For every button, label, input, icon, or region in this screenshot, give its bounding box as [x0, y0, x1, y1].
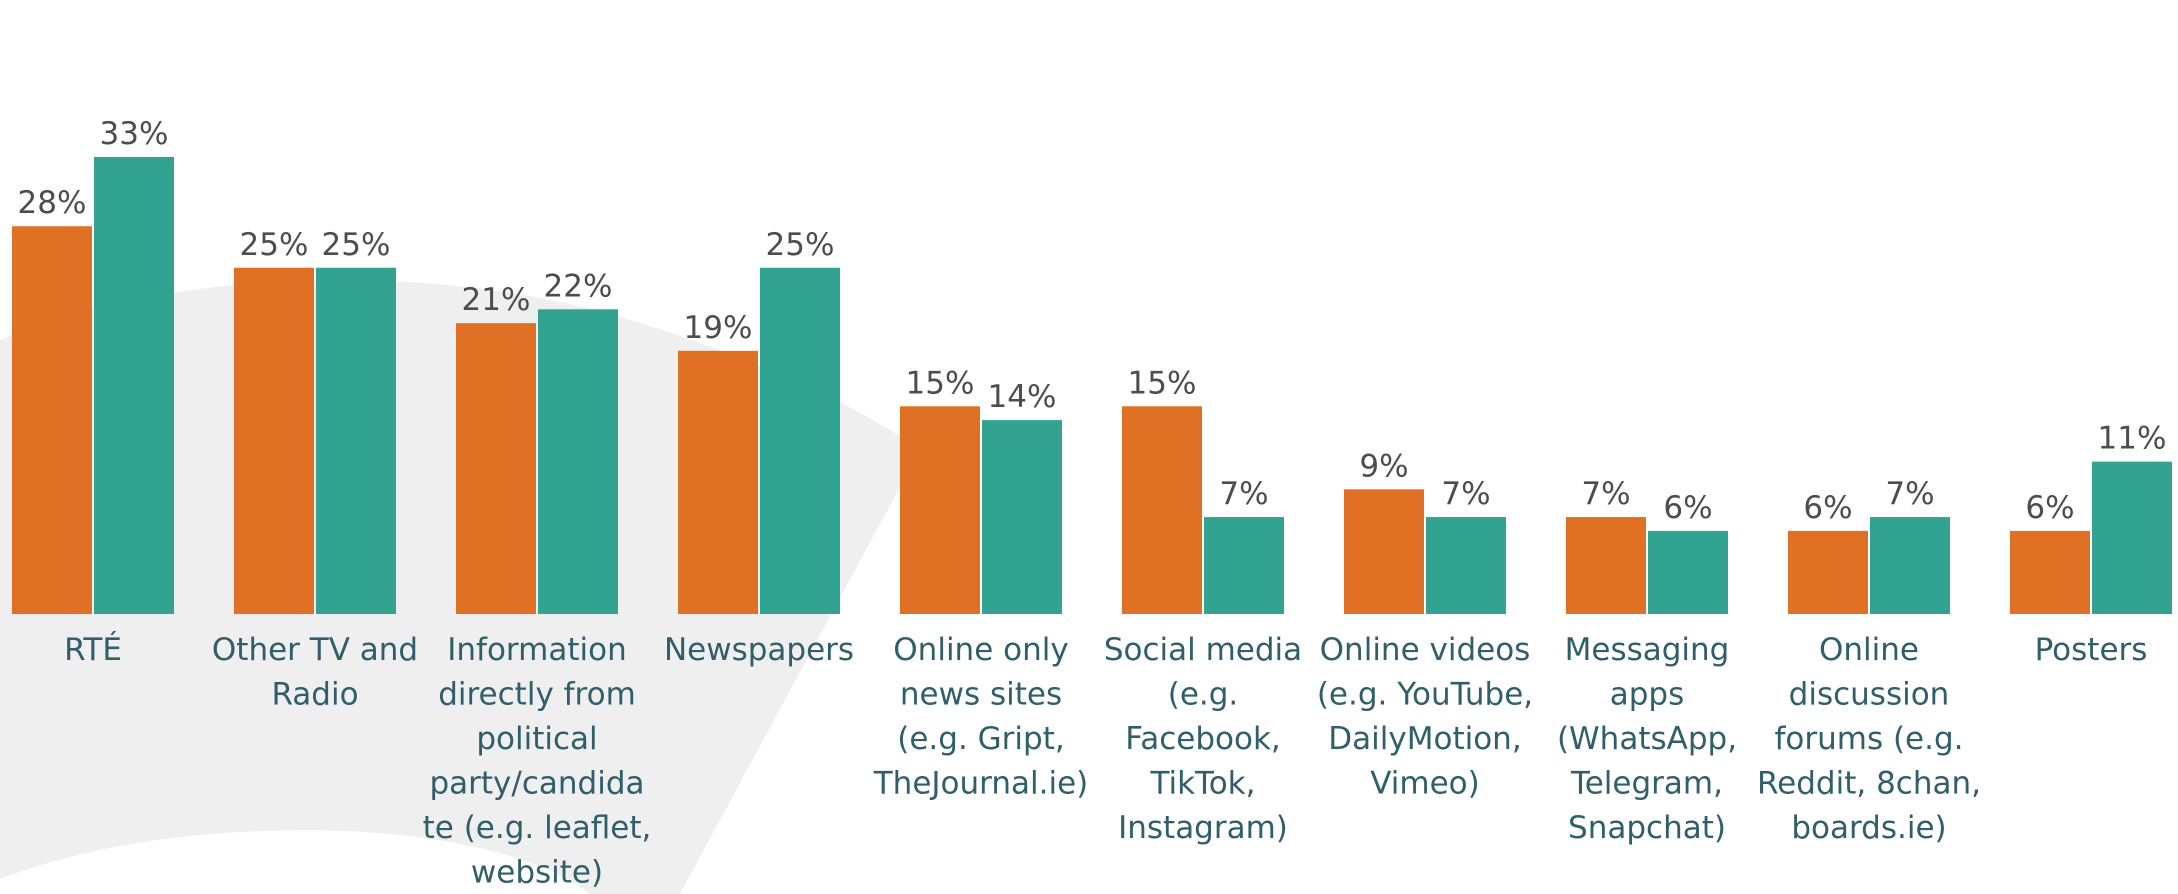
bar-teal-8 — [1870, 517, 1950, 614]
bar-teal-7 — [1648, 530, 1728, 614]
category-label-line: Posters — [2035, 632, 2148, 668]
category-label-line: Reddit, 8chan, — [1757, 766, 1981, 802]
bar-orange-1 — [234, 267, 314, 614]
bar-orange-2 — [456, 323, 536, 614]
category-label-2: Information directly from political party/c… — [423, 632, 652, 891]
value-label-orange-4: 15% — [906, 365, 975, 401]
value-label-orange-1: 25% — [240, 227, 309, 263]
category-label-line: Online videos — [1320, 632, 1531, 668]
value-label-teal-9: 11% — [2098, 421, 2167, 457]
value-label-teal-3: 25% — [766, 227, 835, 263]
category-label-line: Telegram, — [1570, 766, 1723, 802]
category-label-line: Messaging — [1565, 632, 1730, 668]
value-labels-layer: 28% 33% 25% 25% 21% 22% 19% 25% 15% 14% 15% 7% 9% 7% 7… — [18, 116, 2167, 526]
category-labels-layer: RTÉ Other TV and Radio Information directly … — [64, 632, 2147, 891]
category-label-line: TheJournal.ie) — [873, 766, 1089, 802]
category-label-3: Newspapers — [664, 632, 854, 668]
category-label-line: Snapchat) — [1568, 810, 1726, 846]
category-label-line: DailyMotion, — [1328, 721, 1521, 757]
category-label-line: Instagram) — [1118, 810, 1288, 846]
bar-orange-7 — [1566, 517, 1646, 614]
category-label-line: Social media — [1104, 632, 1302, 668]
bar-teal-3 — [760, 267, 840, 614]
bar-teal-5 — [1204, 517, 1284, 614]
category-label-line: political — [476, 721, 597, 757]
category-label-line: Information — [447, 632, 626, 668]
value-label-orange-9: 6% — [2025, 490, 2074, 526]
category-label-line: website) — [471, 855, 603, 891]
category-label-line: forums (e.g. — [1774, 721, 1963, 757]
bar-teal-0 — [94, 156, 174, 614]
value-label-teal-0: 33% — [100, 116, 169, 152]
category-label-line: (e.g. Gript, — [897, 721, 1064, 757]
value-label-teal-4: 14% — [988, 379, 1057, 415]
category-label-line: (e.g. — [1168, 677, 1239, 713]
bar-teal-1 — [316, 267, 396, 614]
category-label-line: RTÉ — [64, 632, 122, 668]
bars-layer — [12, 156, 2172, 614]
bar-orange-8 — [1788, 530, 1868, 614]
bar-teal-6 — [1426, 517, 1506, 614]
category-label-1: Other TV and Radio — [212, 632, 418, 713]
category-label-6: Online videos (e.g. YouTube, DailyMotion, V… — [1317, 632, 1533, 802]
value-label-orange-2: 21% — [462, 282, 531, 318]
bar-orange-6 — [1344, 489, 1424, 614]
category-label-line: Online — [1819, 632, 1919, 668]
value-label-teal-1: 25% — [322, 227, 391, 263]
value-label-orange-8: 6% — [1803, 490, 1852, 526]
bar-orange-3 — [678, 350, 758, 614]
value-label-orange-6: 9% — [1359, 448, 1408, 484]
category-label-line: Vimeo) — [1370, 766, 1479, 802]
value-label-orange-5: 15% — [1128, 365, 1197, 401]
value-label-teal-5: 7% — [1219, 476, 1268, 512]
category-label-line: Other TV and — [212, 632, 418, 668]
category-label-line: (WhatsApp, — [1557, 721, 1737, 757]
value-label-orange-7: 7% — [1581, 476, 1630, 512]
value-label-teal-8: 7% — [1885, 476, 1934, 512]
category-label-line: Newspapers — [664, 632, 854, 668]
category-label-0: RTÉ — [64, 632, 122, 668]
category-label-line: te (e.g. leaflet, — [423, 810, 652, 846]
bar-orange-0 — [12, 226, 92, 614]
category-label-line: apps — [1610, 677, 1685, 713]
bar-teal-9 — [2092, 461, 2172, 614]
category-label-line: (e.g. YouTube, — [1317, 677, 1533, 713]
value-label-teal-7: 6% — [1663, 490, 1712, 526]
category-label-line: Radio — [271, 677, 358, 713]
value-label-orange-3: 19% — [684, 310, 753, 346]
value-label-teal-2: 22% — [544, 268, 613, 304]
bar-orange-9 — [2010, 530, 2090, 614]
value-label-teal-6: 7% — [1441, 476, 1490, 512]
category-label-line: news sites — [900, 677, 1062, 713]
category-label-line: Facebook, — [1125, 721, 1281, 757]
category-label-line: Online only — [893, 632, 1068, 668]
category-label-9: Posters — [2035, 632, 2148, 668]
category-label-line: discussion — [1789, 677, 1950, 713]
category-label-8: Online discussion forums (e.g. Reddit, 8cha… — [1757, 632, 1981, 846]
category-label-line: directly from — [438, 677, 636, 713]
bar-teal-2 — [538, 309, 618, 614]
category-label-line: TikTok, — [1150, 766, 1256, 802]
bar-orange-5 — [1122, 406, 1202, 614]
category-label-7: Messaging apps (WhatsApp, Telegram, Snapchat… — [1557, 632, 1737, 846]
value-label-orange-0: 28% — [18, 185, 87, 221]
bar-teal-4 — [982, 420, 1062, 614]
category-label-line: party/candida — [429, 766, 644, 802]
bar-orange-4 — [900, 406, 980, 614]
category-label-line: boards.ie) — [1791, 810, 1946, 846]
category-label-4: Online only news sites (e.g. Gript, TheJour… — [873, 632, 1089, 802]
category-label-5: Social media (e.g. Facebook, TikTok, Instagr… — [1104, 632, 1302, 846]
